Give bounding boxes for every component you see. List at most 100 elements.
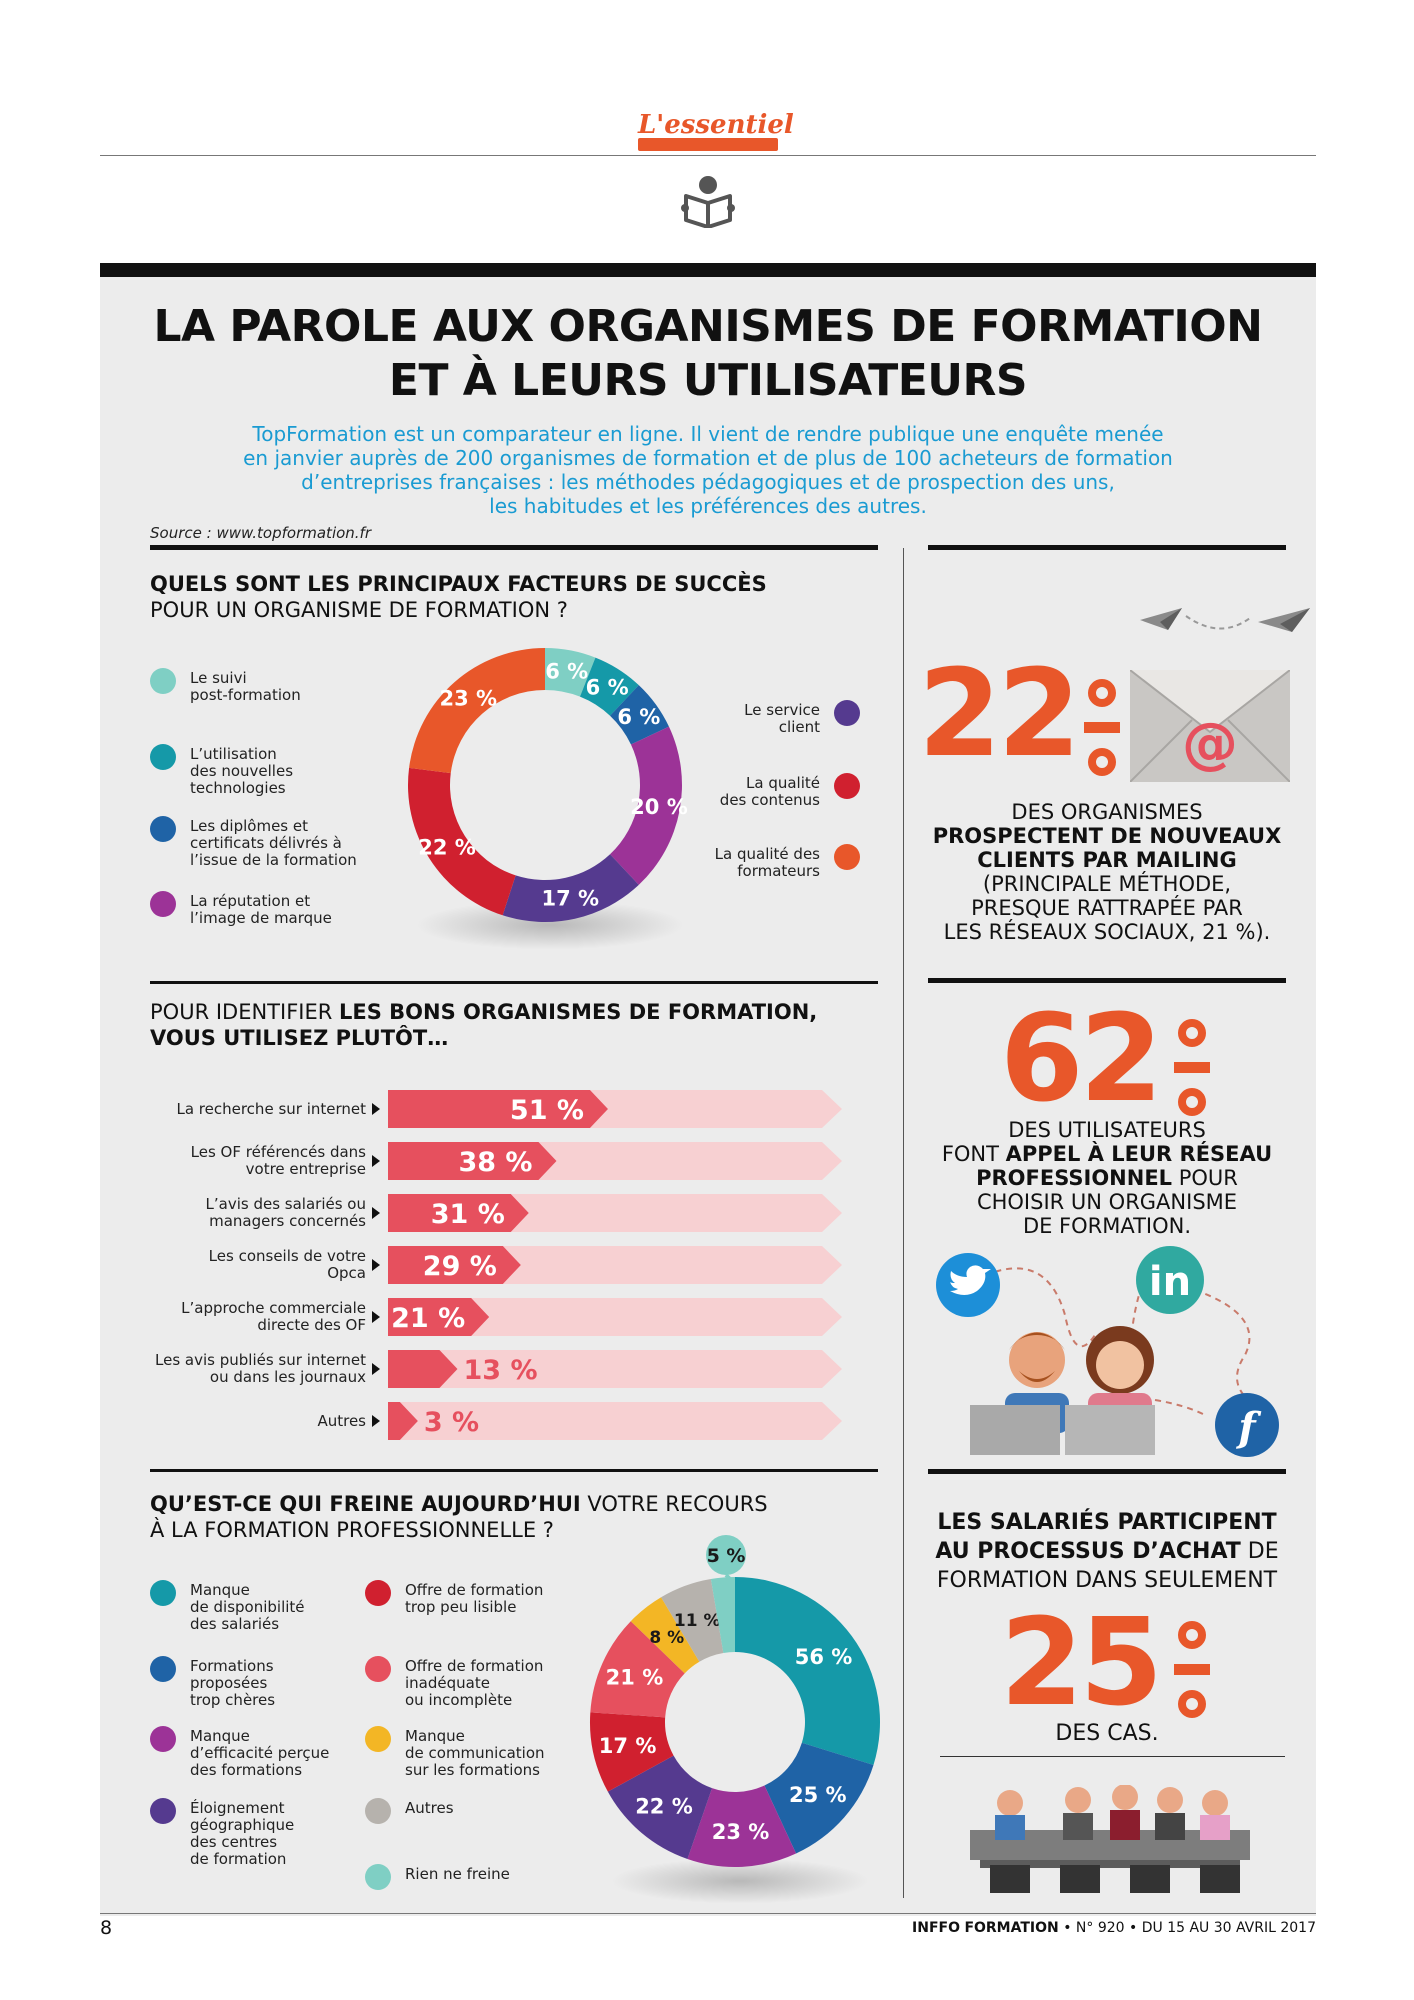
slice-value-label: 22 % [635, 1794, 693, 1818]
percent-sign [1174, 1621, 1210, 1718]
legend-label: Offre de formation inadéquate ou incomplèt… [405, 1658, 543, 1709]
legend-label: Manque de communication sur les formations [405, 1728, 545, 1779]
bar-value-label: 29 % [423, 1251, 497, 1282]
bar-value-label: 21 % [391, 1303, 465, 1334]
section-label: L'essentiel [638, 110, 794, 154]
stat2-bold: APPEL À LEUR RÉSEAU [1005, 1142, 1273, 1166]
section3-title: QU’EST-CE QUI FREINE AUJOURD’HUI VOTRE R… [150, 1491, 768, 1543]
bar [388, 1298, 490, 1336]
legend-item: Formations proposées trop chères [150, 1656, 360, 1709]
reader-icon [681, 176, 735, 228]
legend-label-line: formateurs [737, 862, 820, 880]
stat1-line: PRESQUE RATTRAPÉE PAR [971, 896, 1243, 920]
legend-swatch [365, 1864, 391, 1890]
donut-slice [661, 1579, 724, 1662]
slice-value-label: 17 % [542, 887, 600, 911]
legend-swatch [365, 1580, 391, 1606]
linkedin-icon: in [1136, 1246, 1204, 1314]
section3-title-bold: QU’EST-CE QUI FREINE AUJOURD’HUI [150, 1492, 581, 1516]
legend-label-line: Offre de formation [405, 1657, 544, 1675]
slice-value-label: 20 % [630, 795, 688, 819]
donut-slice [610, 726, 682, 885]
slice-value-label: 6 % [586, 675, 629, 699]
stat1-line: DES ORGANISMES [1011, 800, 1203, 824]
legend-item: La qualité des formateurs [655, 844, 860, 880]
legend-label-line: La qualité des [714, 845, 820, 863]
title-line-1: LA PAROLE AUX ORGANISMES DE FORMATION [153, 301, 1264, 352]
stat3-value: 25 [1000, 1594, 1163, 1733]
intro-line: en janvier auprès de 200 organismes de f… [243, 446, 1173, 470]
bar-chart-svg: 51 % 38 % 31 % 29 % 21 % 13 % 3 % [388, 1090, 842, 1440]
legend-label-line: La réputation et [190, 892, 311, 910]
section1-title: QUELS SONT LES PRINCIPAUX FACTEURS DE SU… [150, 571, 767, 623]
legend-label-line: Formations [190, 1657, 274, 1675]
donut-slice [590, 1712, 674, 1792]
legend-swatch [150, 668, 176, 694]
bar-pointer-icon [372, 1363, 380, 1375]
legend-swatch [365, 1656, 391, 1682]
bar-category-label: Les OF référencés dans votre entreprise [96, 1144, 366, 1178]
slice-value-label: 23 % [712, 1820, 770, 1844]
legend-swatch [365, 1798, 391, 1824]
legend-label-line: Offre de formation [405, 1581, 544, 1599]
legend-label-line: Le service [744, 701, 820, 719]
bar [388, 1194, 529, 1232]
section2-title-start: POUR IDENTIFIER [150, 1000, 339, 1024]
legend-label: La qualité des contenus [720, 775, 820, 809]
legend-item: Manque d’efficacité perçue des formations [150, 1726, 360, 1779]
legend-swatch [834, 773, 860, 799]
callout-bubble [706, 1535, 746, 1575]
legend-label: La réputation et l’image de marque [190, 893, 332, 927]
legend-label: Rien ne freine [405, 1866, 510, 1883]
stat1-line: LES RÉSEAUX SOCIAUX, 21 %). [943, 920, 1271, 944]
bar-value-label: 38 % [458, 1147, 532, 1178]
bar-category-line: votre entreprise [245, 1160, 366, 1178]
slice-value-label: 25 % [789, 1783, 847, 1807]
legend-label: Manque de disponibilité des salariés [190, 1582, 305, 1633]
twitter-icon [936, 1253, 1000, 1317]
slice-value-label: 5 % [707, 1545, 746, 1567]
bar-category-line: L’avis des salariés ou [205, 1195, 366, 1213]
percent-sign [1174, 1019, 1210, 1116]
intro-line: TopFormation est un comparateur en ligne… [252, 422, 1164, 446]
legend-item: Rien ne freine [365, 1864, 565, 1890]
donut-slice [735, 1577, 880, 1765]
legend-label: Les diplômes et certificats délivrés à l’i… [190, 818, 357, 869]
legend-label-line: inadéquate [405, 1674, 490, 1692]
section3-title-rest: VOTRE RECOURS [580, 1492, 768, 1516]
donut-slice [409, 648, 545, 774]
legend-label-line: Éloignement [190, 1799, 285, 1817]
bar-category-label: L’avis des salariés ou managers concernés [96, 1196, 366, 1230]
stat2-line: POUR [1172, 1166, 1238, 1190]
stat2-bold: PROFESSIONNEL [976, 1166, 1173, 1190]
legend-item: La qualité des contenus [655, 773, 860, 809]
donut-chart-obstacles: 56 % 25 % 23 % 22 % 17 % 21 % 8 %11 % 5 % [590, 1535, 880, 1867]
stat2-line: CHOISIR UN ORGANISME [976, 1190, 1238, 1214]
header-rule [100, 155, 1316, 156]
legend-label-line: Manque [405, 1727, 465, 1745]
slice-value-label: 8 % [649, 1628, 684, 1648]
stat1-bold: PROSPECTENT DE NOUVEAUX [932, 824, 1282, 848]
footer-brand: FORMATION [964, 1920, 1059, 1936]
legend-label-line: post-formation [190, 686, 301, 704]
bar-pointer-icon [372, 1311, 380, 1323]
bar-value-label: 31 % [431, 1199, 505, 1230]
legend-label-line: La qualité [746, 774, 820, 792]
bar-category-label: Autres [96, 1412, 366, 1430]
legend-item: Éloignement géographique des centres de for… [150, 1798, 360, 1868]
legend-label-line: sur les formations [405, 1761, 540, 1779]
legend-label-line: trop peu lisible [405, 1598, 517, 1616]
legend-label: Manque d’efficacité perçue des formations [190, 1728, 329, 1779]
slice-value-label: 6 % [545, 659, 588, 683]
intro-line: les habitudes et les préférences des aut… [489, 494, 927, 518]
legend-swatch [150, 1656, 176, 1682]
laptop-icon [970, 1405, 1155, 1455]
stat3-bold: LES SALARIÉS PARTICIPENT [937, 1510, 1277, 1535]
stat3-bold: AU PROCESSUS D’ACHAT [935, 1539, 1241, 1564]
footer-issue-text: • N° 920 • DU 15 AU 30 AVRIL 2017 [1058, 1920, 1316, 1936]
bar-category-line: directe des OF [257, 1316, 366, 1334]
legend-label-line: d’efficacité perçue [190, 1744, 330, 1762]
section-rule [928, 545, 1286, 550]
bar-category-line: Les OF référencés dans [190, 1143, 366, 1161]
legend-swatch [365, 1726, 391, 1752]
